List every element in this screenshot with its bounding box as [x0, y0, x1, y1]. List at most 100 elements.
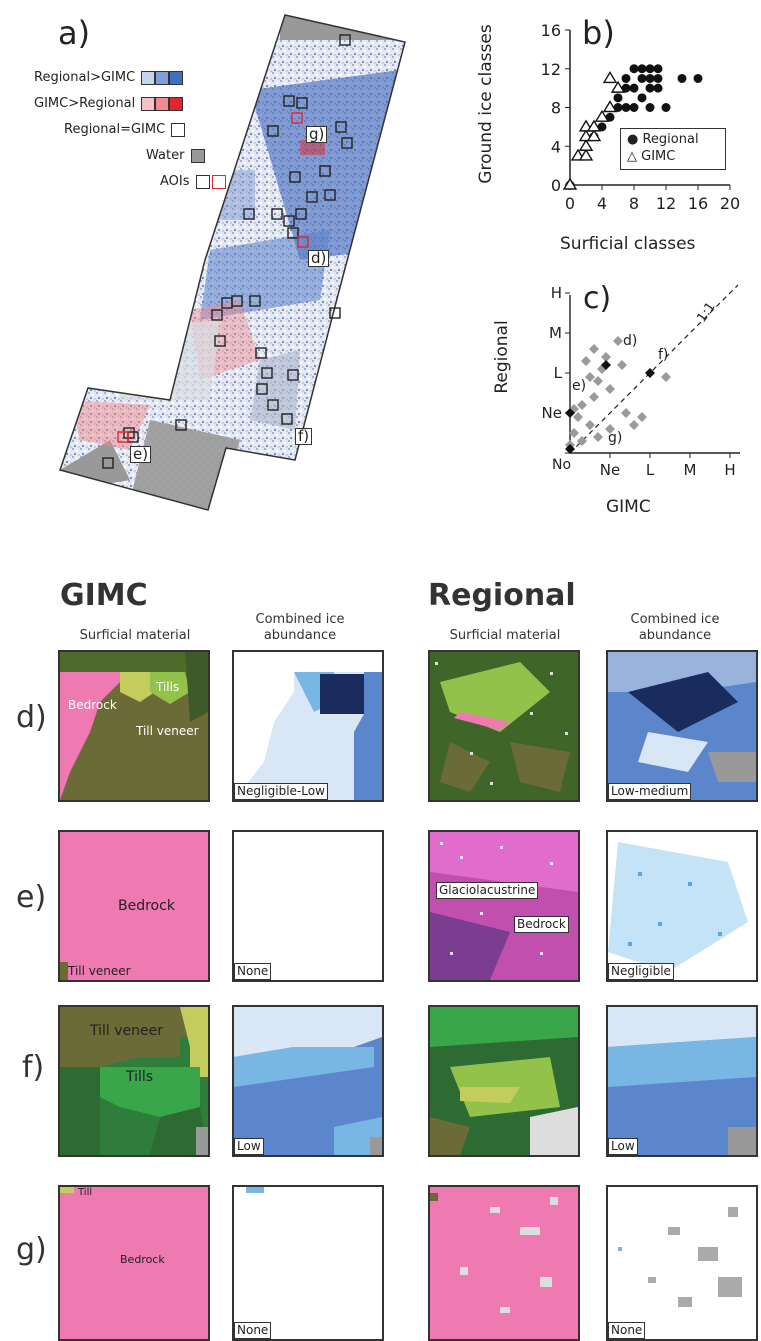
surf-label: Till veneer [90, 1023, 163, 1039]
data-point-aoi [565, 408, 575, 418]
data-point-regional [677, 73, 687, 83]
regional-title: Regional [428, 578, 576, 613]
data-point-regional [637, 64, 647, 74]
legend-swatch [169, 70, 184, 85]
chart-b: 0 4 8 12 16 20 0 4 8 12 16 [541, 21, 741, 213]
data-point-regional [645, 83, 655, 93]
data-point [585, 372, 595, 382]
surficial-map [430, 652, 578, 800]
x-tick-label: 20 [720, 194, 740, 213]
legend-label: GIMC [641, 149, 676, 164]
data-point [617, 360, 627, 370]
chart-c-annot-f: f) [658, 347, 669, 363]
reg-ice-g: None [606, 1185, 758, 1341]
surf-label: Till [78, 1187, 93, 1198]
data-point [621, 408, 631, 418]
x-tick-label: L [646, 461, 655, 479]
ice-map [608, 832, 756, 980]
y-tick-label: M [549, 324, 562, 342]
data-point [613, 336, 623, 346]
gimc-surficial-g: Till Bedrock [58, 1185, 210, 1341]
ice-tag: Negligible [608, 963, 674, 980]
aoi-label-e: e) [130, 446, 152, 463]
legend-water: Water [146, 148, 205, 163]
panel-a-label: a) [58, 14, 91, 52]
row-label-d: d) [16, 700, 47, 735]
reg-surficial-f [428, 1005, 580, 1157]
legend-swatch [155, 96, 170, 111]
legend-item-regional: ● Regional [627, 132, 699, 147]
data-point-gimc [578, 138, 594, 151]
surf-label: Tills [156, 680, 180, 694]
surf-label: Tills [126, 1069, 154, 1085]
surf-label: Till veneer [136, 724, 199, 738]
ice-map [234, 652, 382, 800]
ice-tag: Low [234, 1138, 264, 1155]
data-point-aoi [601, 360, 611, 370]
data-point-regional [621, 73, 631, 83]
surf-label: Bedrock [118, 898, 175, 914]
data-point-aoi [565, 444, 575, 454]
legend-item-gimc: △ GIMC [627, 149, 675, 164]
legend-swatch [141, 96, 156, 111]
ice-tag: None [234, 1322, 272, 1339]
ice-map [246, 1187, 264, 1193]
gimc-surficial-e: Bedrock Till veneer [58, 830, 210, 982]
gimc-title: GIMC [60, 578, 148, 613]
x-tick-label: 12 [656, 194, 676, 213]
ice-tag: Negligible-Low [234, 783, 328, 800]
chart-c: Ne L M H Ne L M H [542, 284, 740, 479]
data-point-regional [653, 64, 663, 74]
surficial-map [60, 1007, 208, 1155]
legend-label: Water [146, 148, 185, 163]
reg-ice-e: Negligible [606, 830, 758, 982]
data-point [605, 424, 615, 434]
x-tick-label: 8 [629, 194, 639, 213]
reg-surficial-e: Glaciolacustrine Bedrock [428, 830, 580, 982]
gimc-ice-e: None [232, 830, 384, 982]
data-point-gimc [586, 119, 602, 132]
x-tick-label: 4 [597, 194, 607, 213]
data-point-aoi [645, 368, 655, 378]
chart-c-x-origin: No [552, 457, 572, 473]
data-point [569, 428, 579, 438]
ice-map [608, 652, 756, 800]
chart-b-ylabel: Ground ice classes [476, 24, 496, 184]
data-point-gimc [610, 80, 626, 93]
gimc-ice-g: None [232, 1185, 384, 1341]
panel-c: Ne L M H Ne L M H c) GIMC Regional 1:1 d) e) f)… [490, 275, 761, 525]
surficial-map [60, 652, 208, 800]
row-label-e: e) [16, 880, 47, 915]
panel-a: a) Regional>GIMC GIMC>Regional Regional=… [0, 0, 430, 520]
data-point [589, 344, 599, 354]
data-point-gimc [562, 177, 578, 190]
surf-label: Glaciolacustrine [436, 882, 539, 899]
ice-tag: None [608, 1322, 646, 1339]
data-point [577, 400, 587, 410]
legend-regional-greater: Regional>GIMC [34, 70, 184, 85]
legend-swatch [155, 70, 170, 85]
data-point-regional [693, 73, 703, 83]
aoi-label-g: g) [306, 126, 328, 143]
x-tick-label: M [684, 461, 697, 479]
data-point [585, 420, 595, 430]
data-point [629, 420, 639, 430]
legend-swatch [211, 174, 226, 189]
y-tick-label: 4 [551, 137, 561, 156]
col-head-gimc-surficial: Surficial material [79, 628, 191, 643]
data-point [581, 356, 591, 366]
row-label-g: g) [16, 1232, 47, 1267]
legend-label: AOIs [160, 174, 190, 189]
legend-label: GIMC>Regional [34, 96, 136, 111]
chart-b-legend: ● Regional △ GIMC [620, 128, 726, 170]
gimc-ice-f: Low [232, 1005, 384, 1157]
data-point-regional [629, 83, 639, 93]
data-point-regional [637, 73, 647, 83]
y-tick-label: L [554, 364, 563, 382]
chart-b-xlabel: Surficial classes [560, 234, 696, 254]
chart-c-xlabel: GIMC [606, 497, 651, 517]
gimc-surficial-f: Till veneer Tills [58, 1005, 210, 1157]
y-tick-label: 12 [541, 60, 561, 79]
open-triangle-icon: △ [627, 149, 637, 164]
data-point-regional [653, 83, 663, 93]
